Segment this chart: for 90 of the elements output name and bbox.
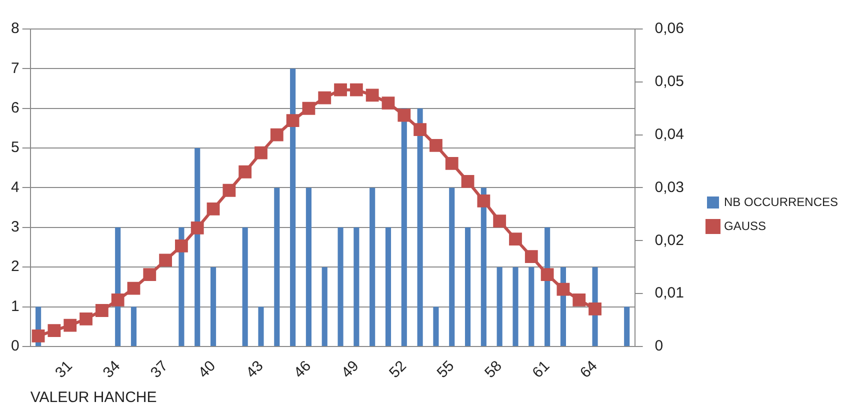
point	[318, 91, 332, 104]
y-tick-label: 0	[11, 338, 20, 355]
point	[32, 329, 45, 342]
bar	[370, 188, 376, 346]
bar	[210, 267, 216, 346]
y-tick-label: 7	[11, 60, 20, 77]
x-tick-label: 58	[482, 358, 506, 382]
point	[445, 156, 458, 170]
point	[334, 83, 347, 96]
x-tick-label: 61	[529, 358, 554, 382]
point	[127, 282, 140, 295]
bar	[449, 188, 455, 346]
point	[493, 214, 506, 228]
point	[80, 312, 92, 326]
bar	[464, 227, 471, 346]
y2-tick-label: 0,06	[654, 20, 684, 38]
point	[588, 302, 602, 316]
x-tick-label: 64	[576, 358, 601, 382]
y-tick-label: 5	[11, 139, 20, 156]
x-tick-label: 55	[434, 358, 458, 382]
bar	[354, 227, 360, 346]
bar	[306, 188, 312, 346]
point	[286, 114, 300, 127]
bar	[242, 227, 248, 346]
bar	[258, 306, 264, 346]
bar	[194, 148, 200, 346]
x-tick-label: 31	[52, 358, 76, 382]
point	[159, 254, 172, 267]
bar	[480, 188, 486, 346]
bar	[130, 306, 137, 346]
point	[48, 324, 61, 338]
point	[430, 138, 442, 152]
bar	[433, 306, 439, 346]
y-tick-label: 3	[11, 218, 20, 236]
legend-label: GAUSS	[724, 218, 766, 233]
point	[175, 239, 188, 252]
point	[366, 88, 379, 102]
legend-label: NB OCCURRENCES	[724, 194, 838, 209]
x-tick-label: 46	[290, 358, 314, 382]
point	[556, 282, 570, 296]
point	[350, 83, 363, 96]
bar	[338, 227, 344, 346]
y-tick-label: 6	[11, 100, 20, 117]
point	[64, 318, 77, 332]
point	[238, 165, 252, 178]
bar	[417, 108, 423, 346]
point	[509, 232, 522, 246]
x-tick-label: 52	[386, 358, 410, 382]
y2-tick-label: 0,05	[654, 73, 684, 90]
x-tick-label: 40	[195, 358, 220, 382]
x-tick-label: 43	[242, 358, 267, 382]
point	[398, 108, 411, 122]
point	[95, 304, 108, 317]
bar	[528, 267, 534, 346]
point	[222, 184, 236, 197]
point	[302, 102, 316, 115]
y2-tick-label: 0,01	[654, 284, 684, 302]
bar	[512, 267, 518, 346]
y2-tick-label: 0,02	[654, 232, 684, 249]
point	[254, 146, 268, 160]
bar	[322, 267, 328, 346]
bar	[401, 108, 407, 346]
point	[414, 123, 427, 136]
y-tick-label: 4	[11, 178, 20, 196]
y2-tick-label: 0,03	[654, 178, 684, 196]
point	[477, 194, 490, 208]
bar	[496, 267, 502, 346]
bar	[385, 227, 392, 346]
x-tick-label: 34	[100, 358, 124, 382]
point	[270, 128, 284, 142]
bar	[624, 306, 630, 346]
point	[143, 268, 156, 281]
x-tick-label: 49	[338, 358, 362, 382]
point	[540, 268, 554, 281]
x-axis-title: VALEUR HANCHE	[30, 389, 157, 406]
y-tick-label: 1	[11, 298, 20, 315]
point	[461, 174, 474, 188]
point	[206, 202, 220, 216]
point	[382, 96, 395, 110]
y-tick-label: 8	[11, 20, 20, 38]
y2-tick-label: 0,04	[654, 126, 684, 143]
x-tick-label: 37	[147, 358, 172, 382]
point	[111, 293, 124, 306]
bar	[274, 188, 280, 346]
point	[190, 222, 204, 234]
point	[524, 250, 538, 263]
bar	[290, 68, 296, 346]
point	[572, 293, 586, 306]
y-tick-label: 2	[11, 258, 20, 276]
y2-tick-label: 0	[654, 338, 664, 355]
